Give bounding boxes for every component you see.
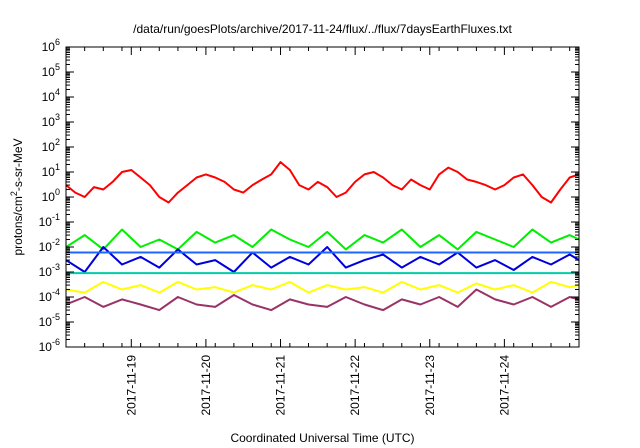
y-tick-label: 10-4 xyxy=(39,287,60,304)
x-tick-label: 2017-11-20 xyxy=(199,355,213,416)
y-axis: 10610510410310210110010-110-210-310-410-… xyxy=(39,37,579,354)
y-tick-label: 105 xyxy=(42,62,60,79)
y-tick-label-exponent: -5 xyxy=(52,312,60,322)
y-tick-label-exponent: 3 xyxy=(55,112,60,122)
series-line-3 xyxy=(66,246,579,273)
y-tick-label-base: 10 xyxy=(39,215,53,229)
x-tick-label: 2017-11-21 xyxy=(274,355,288,416)
y-tick-label-base: 10 xyxy=(42,115,56,129)
y-tick-label-base: 10 xyxy=(42,140,56,154)
y-tick-label: 10-6 xyxy=(39,337,60,354)
x-tick-label: 2017-11-19 xyxy=(124,355,138,416)
y-axis-label-superscript: 2 xyxy=(9,191,19,196)
y-tick-label-base: 10 xyxy=(42,165,56,179)
y-tick-label-base: 10 xyxy=(39,265,53,279)
y-tick-label-exponent: 4 xyxy=(55,87,60,97)
y-tick-label-base: 10 xyxy=(39,240,53,254)
series-line-7 xyxy=(66,288,579,312)
y-tick-label: 104 xyxy=(42,87,60,104)
y-tick-label-exponent: 2 xyxy=(55,137,60,147)
series-group xyxy=(66,161,579,312)
y-tick-label: 102 xyxy=(42,137,60,154)
y-tick-label-base: 10 xyxy=(39,315,53,329)
y-tick-label-exponent: 1 xyxy=(55,162,60,172)
x-axis: 2017-11-19 2017-11-20 2017-11-21 2017-11-22… xyxy=(65,47,571,416)
x-tick-label: 2017-11-24 xyxy=(497,355,511,416)
x-axis-label: Coordinated Universal Time (UTC) xyxy=(230,431,414,445)
y-tick-label: 103 xyxy=(42,112,60,129)
series-line-6 xyxy=(66,280,579,294)
chart-title: /data/run/goesPlots/archive/2017-11-24/f… xyxy=(133,22,512,36)
y-axis-label-main: protons/cm xyxy=(11,196,25,255)
y-tick-label-base: 10 xyxy=(42,40,56,54)
y-tick-label-exponent: -3 xyxy=(52,262,60,272)
y-tick-label-base: 10 xyxy=(42,190,56,204)
y-tick-label: 101 xyxy=(42,162,60,179)
y-tick-label-base: 10 xyxy=(39,290,53,304)
y-tick-label: 10-5 xyxy=(39,312,60,329)
series-line-1 xyxy=(66,161,579,204)
y-tick-label-exponent: 5 xyxy=(55,62,60,72)
y-tick-label-base: 10 xyxy=(42,90,56,104)
y-tick-label-base: 10 xyxy=(42,65,56,79)
y-tick-label-exponent: -4 xyxy=(52,287,60,297)
y-tick-label: 100 xyxy=(42,187,60,204)
y-tick-label-exponent: -2 xyxy=(52,237,60,247)
y-axis-label: protons/cm2-s-sr-MeV xyxy=(9,138,25,255)
y-tick-label-exponent: -6 xyxy=(52,337,60,347)
y-tick-label-exponent: -1 xyxy=(52,212,60,222)
y-tick-label-exponent: 6 xyxy=(55,37,60,47)
y-tick-label: 106 xyxy=(42,37,60,54)
y-tick-label-base: 10 xyxy=(39,340,53,354)
y-tick-label: 10-2 xyxy=(39,237,60,254)
y-tick-label-exponent: 0 xyxy=(55,187,60,197)
y-tick-label: 10-1 xyxy=(39,212,60,229)
x-tick-label: 2017-11-22 xyxy=(348,355,362,416)
x-tick-label: 2017-11-23 xyxy=(423,355,437,416)
series-line-2 xyxy=(66,228,579,251)
y-axis-label-rest: -s-sr-MeV xyxy=(11,138,25,191)
y-tick-label: 10-3 xyxy=(39,262,60,279)
